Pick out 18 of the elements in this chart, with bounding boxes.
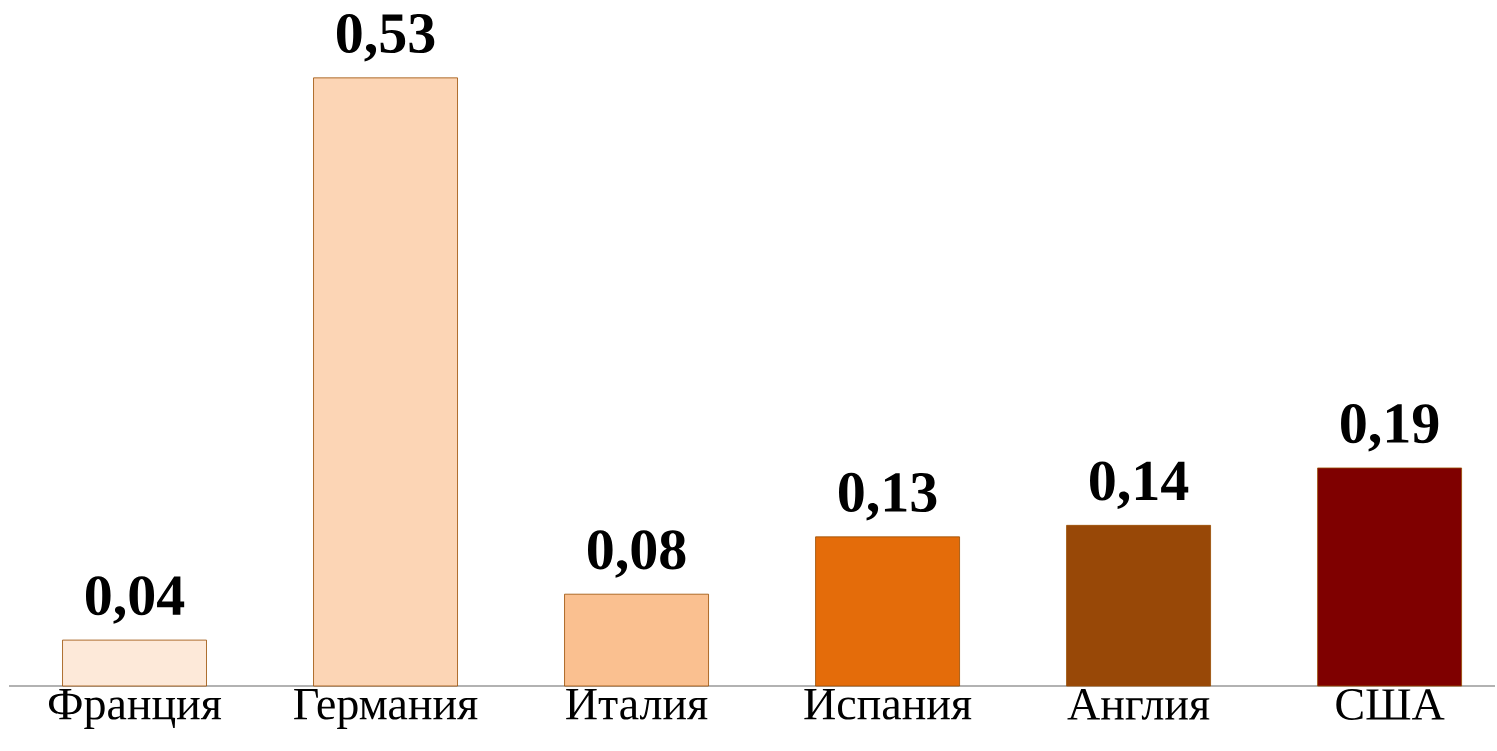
x-tick-label: Испания (804, 689, 972, 720)
x-tick-label: США (1336, 689, 1445, 720)
x-tick-label: Италия (566, 689, 708, 720)
bar (62, 639, 207, 687)
bar (564, 593, 709, 687)
bar (1317, 467, 1462, 687)
bar (815, 536, 960, 687)
data-label: 0,08 (587, 530, 686, 578)
data-label: 0,19 (1341, 404, 1439, 452)
data-label: 0,14 (1090, 461, 1189, 509)
bar (1066, 524, 1211, 687)
x-tick-label: Франция (48, 689, 222, 729)
x-tick-label: Англия (1067, 689, 1210, 720)
bar (313, 77, 458, 687)
data-label: 0,53 (336, 13, 435, 62)
data-label: 0,13 (839, 472, 937, 521)
x-tick-label: Германия (294, 689, 478, 729)
data-label: 0,04 (85, 576, 185, 624)
